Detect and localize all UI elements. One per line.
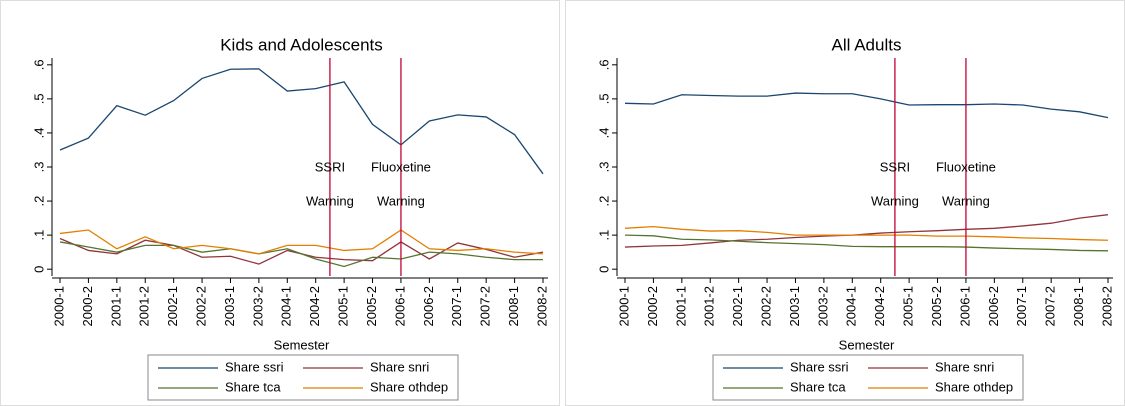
- y-tick-label: .1: [31, 230, 46, 241]
- series-line: [59, 68, 544, 175]
- y-tick-label: .4: [31, 128, 46, 139]
- x-axis-label: Semester: [274, 337, 330, 352]
- y-tick-label: .4: [596, 128, 611, 139]
- series-line: [624, 234, 1109, 252]
- x-tick-label: 2003-1: [222, 286, 237, 326]
- legend-box: [712, 354, 1024, 401]
- x-tick-label: 2000-1: [616, 286, 631, 326]
- x-tick-label: 2004-1: [844, 286, 859, 326]
- x-tick-label: 2001-1: [108, 286, 123, 326]
- y-tick-label: .1: [596, 230, 611, 241]
- annotation: Warning: [306, 193, 354, 208]
- x-axis-label: Semester: [839, 337, 895, 352]
- x-tick-label: 2008-2: [534, 286, 549, 326]
- legend-label: Share othdep: [935, 379, 1013, 394]
- y-tick-label: .3: [596, 162, 611, 173]
- y-tick-label: .6: [31, 59, 46, 70]
- y-tick-label: .6: [596, 59, 611, 70]
- annotation: Warning: [377, 193, 425, 208]
- x-tick-label: 2008-1: [1071, 286, 1086, 326]
- x-tick-label: 2003-2: [250, 286, 265, 326]
- x-tick-label: 2001-2: [702, 286, 717, 326]
- legend-label: Share tca: [790, 379, 846, 394]
- y-tick-label: .2: [31, 196, 46, 207]
- legend-label: Share snri: [370, 359, 429, 374]
- series-line: [59, 241, 543, 268]
- x-tick-label: 2006-1: [392, 286, 407, 326]
- x-tick-label: 2007-2: [1043, 286, 1058, 326]
- annotation: Fluoxetine: [936, 159, 996, 174]
- legend-box: [147, 354, 459, 401]
- x-tick-label: 2003-1: [787, 286, 802, 326]
- y-tick-label: .5: [31, 93, 46, 104]
- legend: Share ssri Share snri Share tca Share othde…: [147, 354, 459, 401]
- x-tick-label: 2006-1: [957, 286, 972, 326]
- y-tick-label: 0: [596, 266, 611, 273]
- y-tick-label: .2: [596, 196, 611, 207]
- annotation: Warning: [871, 193, 919, 208]
- series-line: [59, 229, 544, 255]
- legend-label: Share ssri: [225, 359, 284, 374]
- x-tick-label: 2002-1: [165, 286, 180, 326]
- x-tick-label: 2000-2: [645, 286, 660, 326]
- x-tick-label: 2007-1: [449, 286, 464, 326]
- x-tick-label: 2002-2: [193, 286, 208, 326]
- legend-label: Share tca: [225, 379, 281, 394]
- x-tick-label: 2001-2: [137, 286, 152, 326]
- x-tick-label: 2008-2: [1099, 286, 1114, 326]
- x-tick-label: 2005-2: [364, 286, 379, 326]
- legend-label: Share ssri: [790, 359, 849, 374]
- series-line: [624, 225, 1109, 241]
- x-tick-label: 2004-1: [279, 286, 294, 326]
- chart-title: All Adults: [832, 35, 902, 54]
- y-tick-label: .3: [31, 162, 46, 173]
- legend: Share ssri Share snri Share tca Share othde…: [712, 354, 1024, 401]
- x-tick-label: 2007-1: [1014, 286, 1029, 326]
- x-tick-label: 2003-2: [815, 286, 830, 326]
- annotation: Warning: [942, 193, 990, 208]
- annotation: SSRI: [880, 159, 910, 174]
- chart-title: Kids and Adolescents: [220, 35, 383, 54]
- panel: Kids and Adolescents 0 .1 .2 .3 .4 .5 .6 2000-1 2…: [0, 0, 560, 406]
- x-tick-label: 2000-1: [51, 286, 66, 326]
- legend-label: Share snri: [935, 359, 994, 374]
- x-tick-label: 2006-2: [421, 286, 436, 326]
- x-tick-label: 2005-1: [901, 286, 916, 326]
- series-line: [624, 214, 1109, 248]
- x-tick-label: 2001-1: [673, 286, 688, 326]
- x-tick-label: 2008-1: [506, 286, 521, 326]
- x-tick-label: 2006-2: [986, 286, 1001, 326]
- x-tick-label: 2005-2: [929, 286, 944, 326]
- panel: All Adults 0 .1 .2 .3 .4 .5 .6 2000-1 2000-2 2001-…: [565, 0, 1125, 406]
- legend-label: Share othdep: [370, 379, 448, 394]
- x-tick-label: 2002-2: [758, 286, 773, 326]
- x-tick-label: 2004-2: [307, 286, 322, 326]
- annotation: SSRI: [315, 159, 345, 174]
- series-line: [624, 92, 1109, 119]
- y-tick-label: .5: [596, 93, 611, 104]
- x-tick-label: 2004-2: [872, 286, 887, 326]
- x-tick-label: 2005-1: [336, 286, 351, 326]
- x-tick-label: 2007-2: [478, 286, 493, 326]
- annotation: Fluoxetine: [371, 159, 431, 174]
- y-tick-label: 0: [31, 266, 46, 273]
- x-tick-label: 2002-1: [730, 286, 745, 326]
- x-tick-label: 2000-2: [80, 286, 95, 326]
